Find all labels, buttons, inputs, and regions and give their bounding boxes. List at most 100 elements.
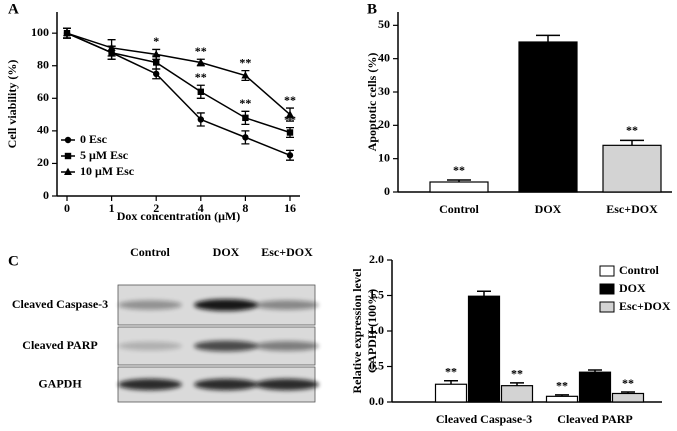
series-line <box>66 32 291 116</box>
legend-label: DOX <box>619 281 646 295</box>
y-tick-label: 40 <box>378 50 390 64</box>
x-tick-label: Cleaved Caspase-3 <box>436 412 532 426</box>
significance: ** <box>622 376 634 390</box>
error-bar <box>620 139 644 146</box>
bar <box>500 385 534 403</box>
y-tick-label: 30 <box>378 84 390 98</box>
lane-label: Esc+DOX <box>261 245 313 259</box>
marker <box>242 134 249 141</box>
blot-band <box>255 378 319 391</box>
legend-label: 5 μM Esc <box>80 148 129 162</box>
x-tick-label: 8 <box>242 201 248 215</box>
x-tick-label: Control <box>439 202 479 216</box>
x-axis-label: Dox concentration (μM) <box>117 209 240 223</box>
y-axis-label: GAPDH (100%) <box>365 289 379 373</box>
x-tick-label: 1 <box>109 201 115 215</box>
marker <box>196 58 205 66</box>
y-tick-label: 50 <box>378 17 390 31</box>
y-tick-label: 1.5 <box>369 287 384 301</box>
y-tick-label: 0 <box>384 184 390 198</box>
panel-letter: C <box>8 253 19 269</box>
significance: ** <box>626 123 638 137</box>
significance: ** <box>195 44 207 58</box>
marker <box>197 88 204 95</box>
marker <box>63 28 71 37</box>
significance: ** <box>453 163 465 177</box>
significance: * <box>153 34 159 48</box>
bar <box>602 144 662 193</box>
marker <box>197 116 204 123</box>
bar <box>429 181 489 193</box>
bar <box>611 392 645 403</box>
significance: ** <box>284 93 296 107</box>
bar <box>518 41 578 193</box>
x-tick-label: 2 <box>153 201 159 215</box>
y-axis-label: Cell viability (%) <box>5 60 19 149</box>
x-tick-label: 16 <box>284 201 296 215</box>
significance: ** <box>556 379 568 393</box>
blot-band <box>194 299 258 311</box>
legend-swatch <box>599 283 615 295</box>
significance: ** <box>195 70 207 84</box>
blot-band <box>118 341 182 351</box>
y-tick-label: 100 <box>31 25 49 39</box>
y-tick-label: 60 <box>37 90 49 104</box>
x-tick-label: Esc+DOX <box>606 202 658 216</box>
y-tick-label: 2.0 <box>369 252 384 266</box>
bar <box>545 395 579 403</box>
y-tick-label: 40 <box>37 123 49 137</box>
blot-band <box>118 378 182 391</box>
bar <box>467 295 501 403</box>
significance: ** <box>239 96 251 110</box>
legend-marker <box>64 136 72 144</box>
row-label: Cleaved PARP <box>22 338 97 352</box>
y-tick-label: 1.0 <box>369 323 384 337</box>
series-line <box>66 32 291 134</box>
legend-marker <box>64 167 72 175</box>
y-tick-label: 0 <box>43 188 49 202</box>
bar <box>578 371 612 403</box>
blot-band <box>194 378 258 391</box>
y-axis-label: Relative expression level <box>350 268 364 394</box>
legend-swatch <box>599 301 615 313</box>
blot-band <box>255 341 319 351</box>
marker <box>107 43 116 51</box>
row-label: Cleaved Caspase-3 <box>12 297 108 311</box>
marker <box>153 59 160 66</box>
x-tick-label: DOX <box>535 202 562 216</box>
marker <box>286 152 294 159</box>
marker <box>241 71 250 79</box>
marker <box>286 129 294 136</box>
marker <box>153 70 160 78</box>
y-tick-label: 20 <box>378 117 390 131</box>
panel-letter: B <box>367 1 377 17</box>
marker <box>242 114 249 122</box>
y-tick-label: 10 <box>378 150 390 164</box>
significance: ** <box>445 364 457 378</box>
significance: ** <box>511 367 523 381</box>
x-tick-label: Cleaved PARP <box>557 412 632 426</box>
x-tick-label: 0 <box>64 201 70 215</box>
row-label: GAPDH <box>38 376 82 390</box>
blot-band <box>194 340 258 352</box>
y-tick-label: 0.0 <box>369 394 384 408</box>
bar <box>434 383 468 403</box>
significance: ** <box>239 55 251 69</box>
legend-swatch <box>599 265 615 277</box>
blot-band <box>118 300 182 310</box>
x-tick-label: 4 <box>198 201 204 215</box>
panel-letter: A <box>8 1 19 17</box>
y-tick-label: 80 <box>37 57 49 71</box>
legend-label: 10 μM Esc <box>80 164 135 178</box>
legend-label: 0 Esc <box>80 132 108 146</box>
lane-label: Control <box>130 245 170 259</box>
legend-marker <box>64 152 72 160</box>
legend-label: Control <box>619 263 659 277</box>
marker <box>286 110 294 118</box>
legend-label: Esc+DOX <box>619 299 671 313</box>
y-tick-label: 20 <box>37 155 49 169</box>
y-tick-label: 0.5 <box>369 358 384 372</box>
error-bar <box>477 290 491 297</box>
y-axis-label: Apoptotic cells (%) <box>365 53 379 152</box>
